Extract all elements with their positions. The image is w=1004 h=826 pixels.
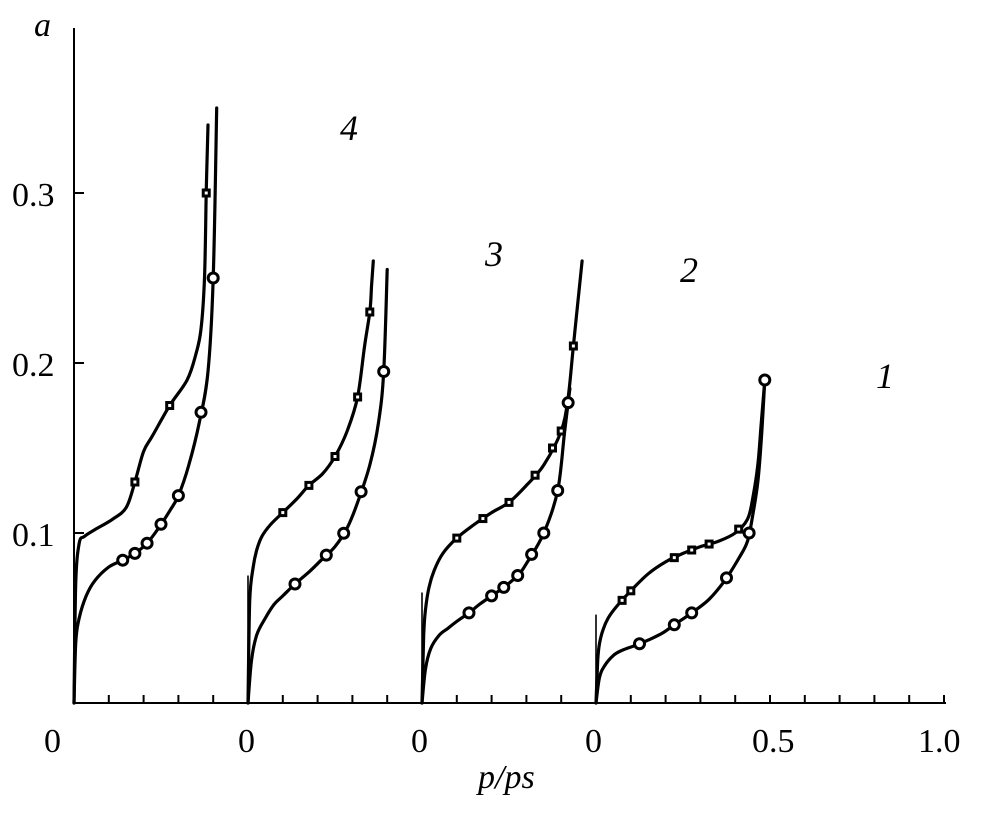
series-3-adsorption-point <box>377 365 391 378</box>
series-1-adsorption-line <box>594 378 767 705</box>
series-2-adsorption-point <box>462 606 476 620</box>
series-4 <box>72 106 220 705</box>
series-1-desorption-point <box>617 595 627 605</box>
series-2-desorption-point <box>530 470 540 480</box>
series-1-desorption-point <box>669 553 679 563</box>
series-2-adsorption-point <box>551 484 565 497</box>
x-axis-label: p/ps <box>476 759 535 796</box>
isotherm-curves <box>72 106 772 705</box>
series-2-desorption-line <box>420 259 584 705</box>
series-3-adsorption-point <box>288 577 302 591</box>
series-1 <box>594 373 772 705</box>
series-1-adsorption-point <box>758 373 772 387</box>
series-3-desorption-point <box>353 392 363 402</box>
series-4-adsorption-point <box>206 271 220 285</box>
series-2-adsorption-point <box>537 526 551 540</box>
series-1-adsorption-point <box>685 606 699 620</box>
series-4-adsorption-point <box>116 553 130 567</box>
series-2-desorption-point <box>478 514 488 524</box>
series-2-adsorption-line <box>420 386 572 705</box>
y-ticks <box>74 192 84 534</box>
series-3-desorption-point <box>365 307 375 317</box>
y-tick-label: 0.3 <box>12 177 55 214</box>
series-2-adsorption-point <box>561 396 575 410</box>
x-tick-label: 0 <box>411 723 428 760</box>
curve-label-3: 3 <box>484 234 503 274</box>
series-2-desorption-point <box>556 426 566 436</box>
curve-label-4: 4 <box>340 108 358 148</box>
series-2-adsorption-point <box>525 547 539 561</box>
series-3 <box>246 259 391 705</box>
x-ticks <box>107 695 945 703</box>
series-1-adsorption-point <box>720 571 733 585</box>
series-1-desorption-point <box>687 545 697 555</box>
series-4-adsorption-point <box>171 489 185 503</box>
series-4-adsorption-point <box>194 405 208 419</box>
series-4-adsorption-point <box>140 536 154 550</box>
axes <box>73 28 946 704</box>
x-tick-label: 0 <box>585 723 602 760</box>
series-4-adsorption-point <box>154 517 168 531</box>
series-1-adsorption-point <box>633 637 646 651</box>
series-3-desorption-point <box>278 508 288 518</box>
series-4-adsorption-line <box>72 106 219 705</box>
series-3-adsorption-point <box>337 526 351 540</box>
series-2-desorption-point <box>504 497 514 507</box>
series-2-adsorption-point <box>497 580 511 594</box>
curve-label-2: 2 <box>680 250 698 290</box>
series-1-desorption-line <box>594 378 767 705</box>
series-2-adsorption-point <box>485 589 499 603</box>
y-tick-label: 0.1 <box>12 517 55 554</box>
curve-label-1: 1 <box>876 356 894 396</box>
series-2 <box>420 259 584 705</box>
series-1-desorption-point <box>734 524 744 534</box>
series-1-desorption-point <box>704 539 714 549</box>
x-tick-label: 0.5 <box>752 723 795 760</box>
y-axis-label: a <box>34 7 51 44</box>
series-4-desorption-point <box>165 401 175 410</box>
x-tick-label: 0 <box>44 723 61 760</box>
series-1-desorption-point <box>626 586 636 596</box>
series-1-adsorption-point <box>667 618 681 632</box>
series-1-adsorption-point <box>742 526 756 540</box>
y-tick-label: 0.2 <box>12 347 55 384</box>
series-4-desorption-point <box>130 477 140 487</box>
series-2-desorption-point <box>548 443 557 453</box>
series-4-adsorption-point <box>128 546 142 560</box>
x-tick-label: 1.0 <box>918 723 961 760</box>
series-2-desorption-point <box>568 341 578 351</box>
series-4-desorption-line <box>72 123 210 705</box>
series-2-desorption-point <box>452 533 462 543</box>
x-tick-label: 0 <box>238 723 255 760</box>
series-3-desorption-point <box>304 480 314 490</box>
series-3-adsorption-point <box>319 548 333 562</box>
series-3-desorption-point <box>330 452 340 461</box>
series-4-desorption-point <box>201 188 211 198</box>
series-2-adsorption-point <box>511 569 525 582</box>
series-3-adsorption-line <box>246 267 389 705</box>
series-3-adsorption-point <box>354 485 368 499</box>
